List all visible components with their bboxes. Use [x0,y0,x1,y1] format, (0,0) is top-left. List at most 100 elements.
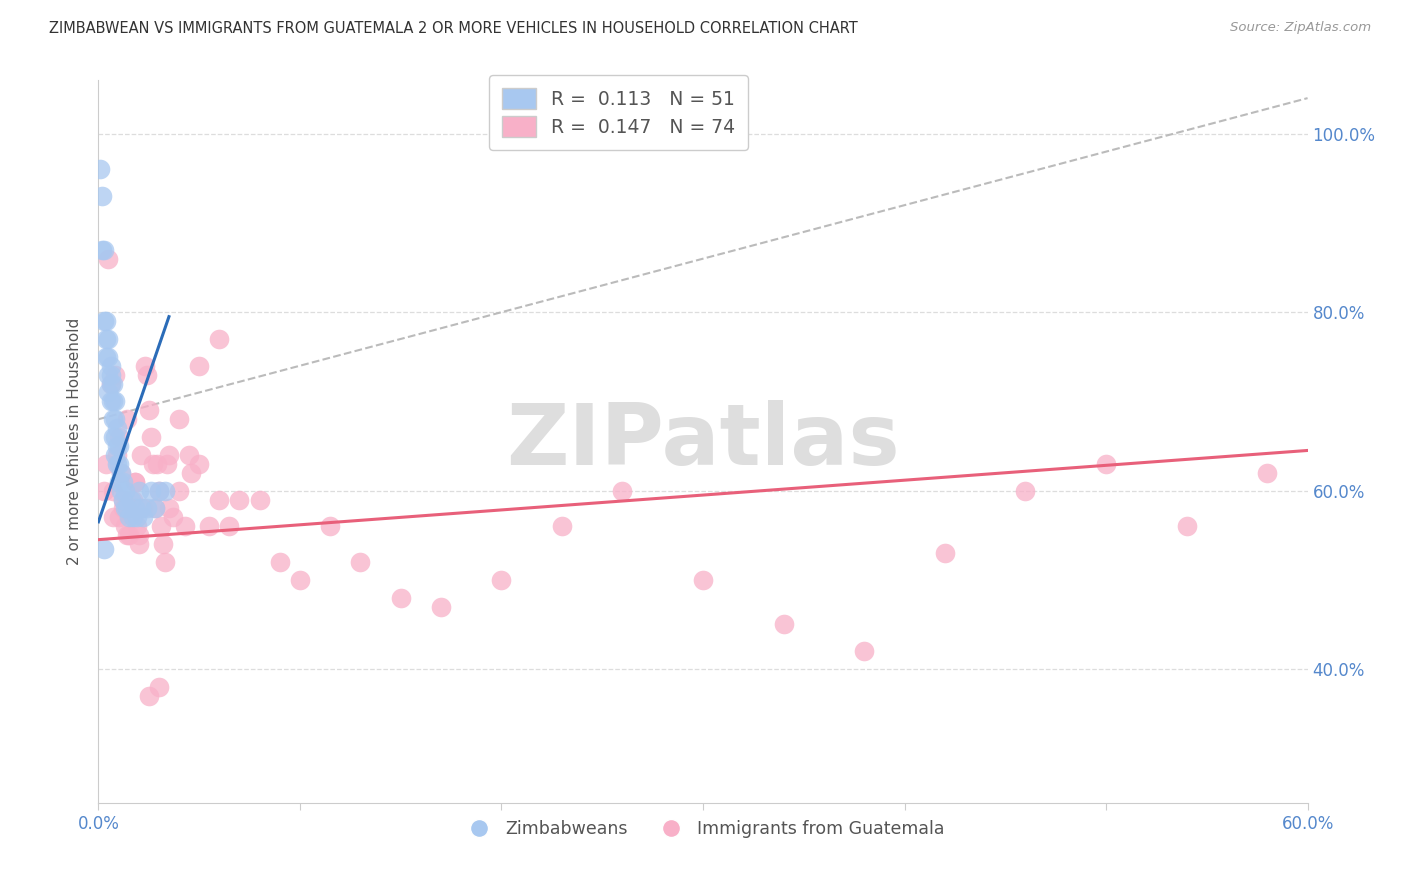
Point [128,537,150,551]
Point [1014,483,1036,498]
Point [121,510,143,524]
Point [97,368,120,382]
Point [100,376,122,391]
Point [128,528,150,542]
Point [110,466,132,480]
Point [143,501,166,516]
Point [124,475,146,489]
Point [551,519,574,533]
Point [100,359,122,373]
Point [135,501,157,516]
Point [105,421,128,435]
Point [97,350,120,364]
Point [148,483,170,498]
Point [101,376,124,391]
Point [114,501,136,516]
Point [107,475,129,489]
Point [208,332,231,346]
Point [1256,466,1278,480]
Point [156,457,179,471]
Point [142,457,165,471]
Point [96,314,118,328]
Point [1175,519,1198,533]
Point [319,519,342,533]
Point [249,492,271,507]
Point [118,510,141,524]
Point [179,448,201,462]
Point [152,537,174,551]
Point [288,573,311,587]
Point [115,412,138,426]
Point [120,501,142,516]
Point [105,448,128,462]
Point [103,368,125,382]
Point [1095,457,1118,471]
Point [146,457,169,471]
Point [772,617,794,632]
Text: Source: ZipAtlas.com: Source: ZipAtlas.com [1230,21,1371,34]
Point [97,252,120,266]
Point [93,314,115,328]
Point [101,430,124,444]
Point [157,501,180,516]
Point [218,519,240,533]
Text: ZIPatlas: ZIPatlas [506,400,900,483]
Point [269,555,291,569]
Point [100,376,122,391]
Point [120,501,142,516]
Point [132,501,155,516]
Point [101,510,124,524]
Point [93,541,115,556]
Point [162,510,184,524]
Point [111,501,134,516]
Point [167,412,190,426]
Point [96,350,118,364]
Point [188,359,211,373]
Point [115,501,138,516]
Point [129,501,152,516]
Point [124,475,146,489]
Point [96,457,118,471]
Point [93,483,115,498]
Point [107,430,129,444]
Point [149,519,172,533]
Point [139,430,162,444]
Point [612,483,634,498]
Point [105,457,128,471]
Point [134,359,156,373]
Point [174,519,197,533]
Point [389,591,412,605]
Point [491,573,513,587]
Point [100,394,122,409]
Point [208,492,231,507]
Point [107,510,129,524]
Point [129,448,152,462]
Point [111,492,134,507]
Point [430,599,453,614]
Point [157,448,180,462]
Point [93,243,115,257]
Legend: Zimbabweans, Immigrants from Guatemala: Zimbabweans, Immigrants from Guatemala [454,813,952,845]
Point [853,644,876,658]
Point [101,412,124,426]
Point [153,483,176,498]
Point [349,555,371,569]
Point [121,492,143,507]
Point [103,430,125,444]
Point [103,448,125,462]
Point [103,412,125,426]
Text: ZIMBABWEAN VS IMMIGRANTS FROM GUATEMALA 2 OR MORE VEHICLES IN HOUSEHOLD CORRELAT: ZIMBABWEAN VS IMMIGRANTS FROM GUATEMALA … [49,21,858,36]
Point [138,403,160,417]
Point [148,680,170,694]
Point [96,332,118,346]
Point [107,457,129,471]
Point [97,385,120,400]
Point [132,510,155,524]
Point [100,368,122,382]
Point [111,475,134,489]
Point [91,243,114,257]
Point [180,466,202,480]
Point [167,483,190,498]
Point [128,483,150,498]
Point [138,689,160,703]
